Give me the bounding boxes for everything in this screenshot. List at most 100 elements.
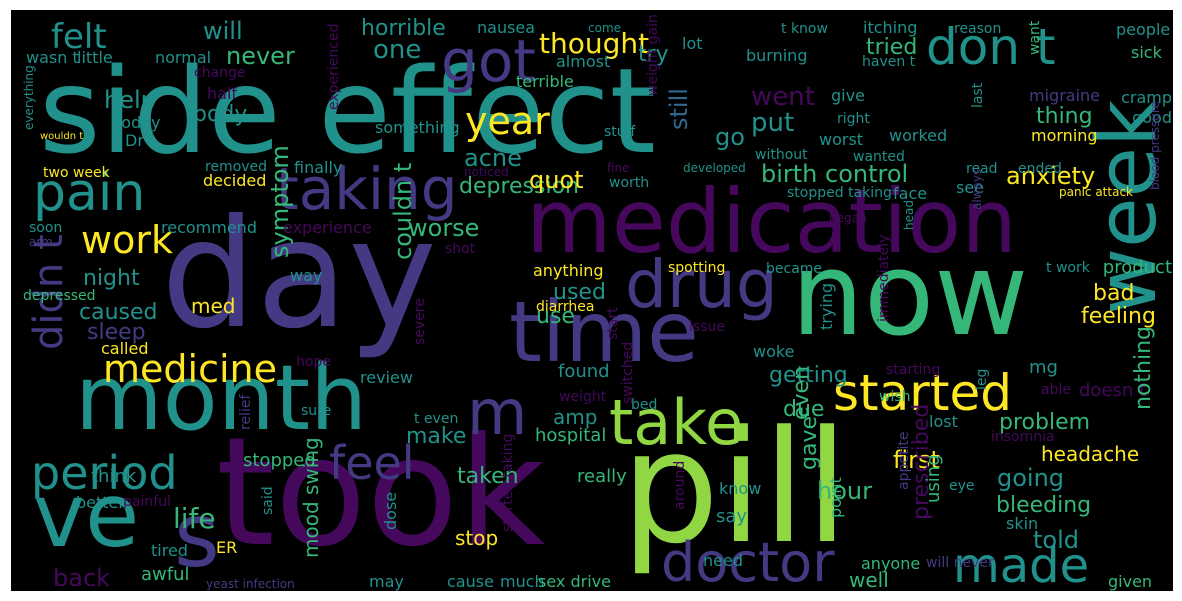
word-month: month [75,346,368,451]
word-thing: thing [1036,104,1093,129]
word-see: see [956,178,985,197]
word-worked: worked [889,126,948,145]
word-said: said [260,486,276,515]
word-well: well [849,568,889,591]
word-switched: switched [620,341,636,404]
word-burning: burning [746,46,808,65]
word-need: need [703,551,743,570]
word-read: read [966,161,998,177]
word-depressed: depressed [23,288,96,304]
word-period: period [31,446,178,500]
word-never: never [226,42,295,70]
word-made: made [953,538,1090,591]
word-immediately: immediately [876,234,892,322]
word-morning: morning [1031,126,1098,145]
word-t-know: t know [781,21,828,37]
word-woke: woke [753,342,795,361]
word-feeling: feeling [1081,304,1156,329]
word-will: will [203,17,243,45]
word-mg: mg [1029,357,1058,378]
word-normal: normal [155,48,212,67]
word-lot: lot [682,34,703,53]
word-go: go [715,123,745,151]
word-started: started [833,364,1012,422]
word-terrible: terrible [516,72,574,91]
word-leg: leg [974,368,990,390]
word-trying: trying [817,282,836,330]
word-insomnia: insomnia [991,429,1055,445]
word-er: ER [216,538,238,557]
word-first: first [893,446,940,474]
word-almost: almost [556,52,611,71]
word-medicine: medicine [103,347,277,391]
word-give: give [831,86,865,105]
word-people: people [1116,20,1171,39]
word-experience: experience [283,218,372,237]
word-today: today [115,113,161,132]
word-year: year [465,99,550,143]
word-even: even [789,365,814,420]
word-take: take [609,386,744,459]
word-given: given [1108,572,1153,591]
word-cause: cause [447,572,494,591]
word-horrible: horrible [361,16,446,41]
word-think: think [91,466,137,487]
word-stopped-taking: stopped taking [787,185,892,201]
word-felt: felt [51,17,107,57]
word-gave: gave [797,415,822,470]
word-fine: fine [607,161,630,175]
word-something: something [375,118,460,137]
word-relief: relief [238,394,254,430]
word-weight-gain: weight gain [645,14,661,96]
word-anything: anything [533,261,604,280]
word-head: head [902,200,916,230]
word-always: always [970,168,984,210]
word-told: told [1033,526,1079,554]
word-make: make [406,424,467,449]
word-sure: sure [301,403,332,419]
word-acne: acne [464,144,522,172]
word-point: point [826,477,845,518]
word-finally: finally [294,158,343,177]
word-itching: itching [863,18,918,37]
word-little: little [77,48,113,67]
word-feel: feel [329,436,415,490]
word-m: m [467,376,528,449]
word-quot: quot [529,166,584,194]
word-awful: awful [141,564,190,585]
word-skin: skin [1006,514,1039,533]
word-going: going [997,464,1065,492]
word-hospital: hospital [535,425,607,446]
word-without: without [755,147,808,163]
word-weight: weight [559,389,607,405]
word-developed: developed [683,161,746,175]
word-bed: bed [631,397,658,413]
word-half: half [207,84,238,103]
word-last: last [970,82,986,108]
word-ended: ended [1018,161,1062,177]
word-start: start [605,307,621,340]
word-worth: worth [609,175,650,191]
word-found: found [558,361,610,382]
word-dr: Dr [125,131,144,150]
word-depression: depression [459,174,580,199]
word-tired: tired [151,541,188,560]
word-still: still [665,88,693,130]
word-tried: tried [866,35,918,60]
word-nausea: nausea [477,18,536,37]
word-way: way [290,266,323,285]
word-know: know [719,479,762,498]
word-right: right [837,111,870,127]
word-issue: issue [689,319,725,335]
word-night: night [83,266,140,291]
word-anyone: anyone [861,554,921,573]
word-appetite: appetite [896,431,912,490]
word-starting: starting [886,362,941,378]
word-problem: problem [999,410,1091,435]
word-work: work [81,218,173,262]
word-stop: stop [455,526,499,550]
word-use: use [536,304,575,329]
word-hope: hope [296,354,331,370]
word-used: used [553,280,606,305]
word-shot: shot [445,241,476,257]
